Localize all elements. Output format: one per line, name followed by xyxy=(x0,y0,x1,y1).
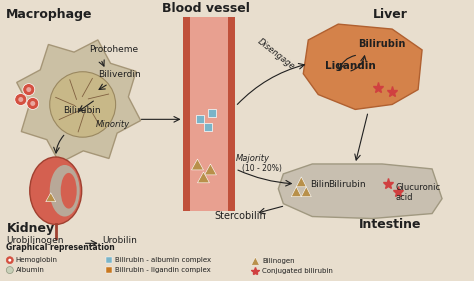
Text: Minority: Minority xyxy=(96,120,130,129)
Polygon shape xyxy=(278,164,442,219)
Circle shape xyxy=(9,259,11,262)
Bar xyxy=(183,17,191,210)
Circle shape xyxy=(15,94,27,105)
Polygon shape xyxy=(296,177,306,187)
Circle shape xyxy=(30,101,35,106)
Text: Majority: Majority xyxy=(236,154,269,163)
Circle shape xyxy=(23,84,35,96)
Text: Bilinogen: Bilinogen xyxy=(263,258,295,264)
Bar xyxy=(106,267,111,273)
Text: Blood vessel: Blood vessel xyxy=(162,2,249,15)
Text: Protoheme: Protoheme xyxy=(89,45,138,54)
Text: Disengage: Disengage xyxy=(255,37,296,72)
Text: Bilirubin - ligandin complex: Bilirubin - ligandin complex xyxy=(115,267,210,273)
Ellipse shape xyxy=(50,165,80,217)
Polygon shape xyxy=(46,193,56,202)
Circle shape xyxy=(6,267,13,274)
Text: Hemoglobin: Hemoglobin xyxy=(16,257,58,263)
Text: Albumin: Albumin xyxy=(16,267,45,273)
Polygon shape xyxy=(301,187,311,197)
Text: Stercobilin: Stercobilin xyxy=(215,210,266,221)
Polygon shape xyxy=(204,164,217,175)
Text: Urobilinogen: Urobilinogen xyxy=(6,236,64,245)
Polygon shape xyxy=(303,24,422,109)
Text: Bilirubin: Bilirubin xyxy=(63,106,100,115)
Text: Conjugated bilirubin: Conjugated bilirubin xyxy=(263,268,333,274)
Polygon shape xyxy=(251,257,259,265)
Text: Bilirubin - albumin complex: Bilirubin - albumin complex xyxy=(115,257,211,263)
Text: Ligandin: Ligandin xyxy=(325,61,376,71)
Text: Intestine: Intestine xyxy=(359,218,421,232)
Ellipse shape xyxy=(61,173,77,209)
Bar xyxy=(204,123,212,131)
Text: (10 - 20%): (10 - 20%) xyxy=(242,164,283,173)
Bar xyxy=(209,109,217,117)
Text: Graphical representation: Graphical representation xyxy=(6,243,115,252)
Text: Kidney: Kidney xyxy=(7,222,55,235)
Text: Bilin: Bilin xyxy=(310,180,330,189)
Polygon shape xyxy=(17,40,141,163)
Bar xyxy=(228,17,236,210)
Text: Bilirubin: Bilirubin xyxy=(358,39,406,49)
Polygon shape xyxy=(198,172,210,183)
Text: Liver: Liver xyxy=(373,8,408,21)
Bar xyxy=(191,17,228,210)
Text: Bilirubin: Bilirubin xyxy=(328,180,366,189)
Text: Glucuronic
acid: Glucuronic acid xyxy=(395,183,440,202)
Circle shape xyxy=(26,87,31,92)
Bar xyxy=(197,115,204,123)
Circle shape xyxy=(27,98,39,109)
Text: Macrophage: Macrophage xyxy=(6,8,92,21)
Circle shape xyxy=(50,72,116,137)
Circle shape xyxy=(18,97,23,102)
Text: Urobilin: Urobilin xyxy=(103,236,137,245)
Bar xyxy=(106,257,111,263)
Polygon shape xyxy=(292,187,301,197)
Circle shape xyxy=(6,257,13,264)
Text: Biliverdin: Biliverdin xyxy=(98,70,140,79)
Polygon shape xyxy=(191,159,203,170)
Ellipse shape xyxy=(30,157,82,225)
